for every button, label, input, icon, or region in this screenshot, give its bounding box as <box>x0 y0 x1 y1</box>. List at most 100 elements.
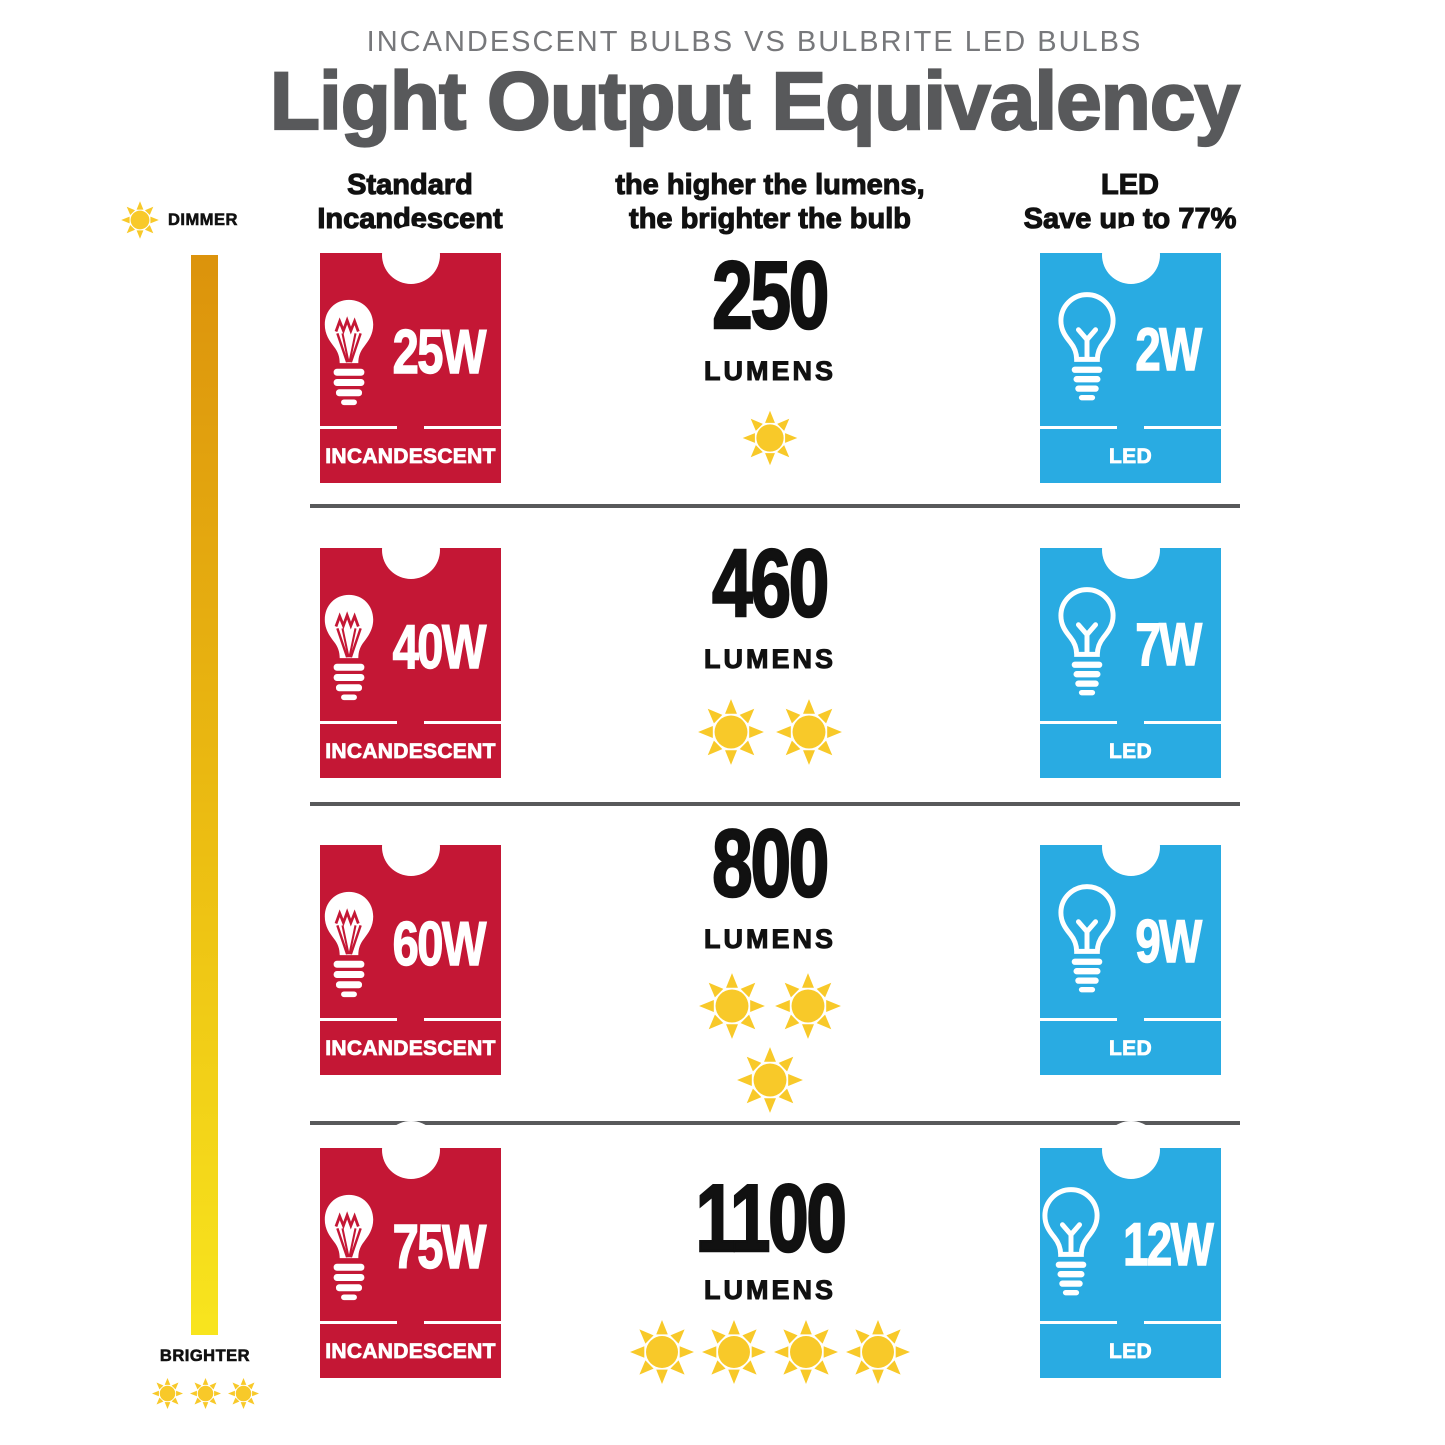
tag-line-segment <box>1144 1017 1221 1021</box>
led-bulb-icon <box>1051 882 1123 1001</box>
tag-divider-line <box>320 1320 501 1324</box>
lumens-value: 1100 <box>694 1165 847 1272</box>
incandescent-tag: 75W INCANDESCENT <box>320 1121 501 1378</box>
tag-divider-line <box>320 1017 501 1021</box>
sun-cluster <box>590 1318 950 1386</box>
tag-notch <box>381 521 440 579</box>
led-tag-label: LED <box>1109 1340 1152 1364</box>
incandescent-tag-label: INCANDESCENT <box>325 445 496 469</box>
tag-divider-line <box>1040 425 1221 429</box>
incandescent-tag: 25W INCANDESCENT <box>320 226 501 483</box>
sun-cluster <box>590 697 950 767</box>
dimmer-label: DIMMER <box>168 210 238 229</box>
incandescent-wattage: 40W <box>392 612 487 682</box>
tag-line-segment <box>424 1320 501 1324</box>
led-bulb-icon <box>1035 1185 1107 1304</box>
led-bulb-icon <box>1051 585 1123 704</box>
tag-line-segment <box>320 1320 397 1324</box>
incandescent-wattage: 60W <box>392 909 487 979</box>
tag-line-segment <box>320 1017 397 1021</box>
tag-notch <box>1101 226 1160 284</box>
sun-cluster <box>590 409 950 467</box>
tag-line-segment <box>424 1017 501 1021</box>
brighter-sun-cluster <box>115 1377 295 1410</box>
led-tag: 9W LED <box>1040 818 1221 1075</box>
incandescent-tag: 60W INCANDESCENT <box>320 818 501 1075</box>
incandescent-tag-label: INCANDESCENT <box>325 1037 496 1061</box>
dimmer-indicator: DIMMER <box>120 200 238 240</box>
tag-notch <box>1101 818 1160 876</box>
sun-icon <box>774 697 844 767</box>
led-tag: 12W LED <box>1040 1121 1221 1378</box>
tag-line-segment <box>1144 1320 1221 1324</box>
tag-line-segment <box>320 425 397 429</box>
sun-icon <box>772 1318 840 1386</box>
lumens-block: 800 LUMENS <box>590 810 950 1115</box>
tag-notch <box>381 226 440 284</box>
lumens-block: 250 LUMENS <box>590 242 950 467</box>
led-tag: 2W LED <box>1040 226 1221 483</box>
incandescent-tag: 40W INCANDESCENT <box>320 521 501 778</box>
tag-notch <box>1101 1121 1160 1179</box>
tag-body: 7W <box>1040 585 1221 704</box>
row-divider <box>310 504 1240 508</box>
tag-line-segment <box>1040 425 1117 429</box>
lumens-label: LUMENS <box>704 1275 836 1306</box>
lumens-value: 250 <box>712 242 831 349</box>
tag-line-segment <box>1144 425 1221 429</box>
tag-body: 12W <box>1040 1185 1221 1304</box>
sun-icon <box>735 1045 805 1115</box>
led-tag-label: LED <box>1109 1037 1152 1061</box>
led-tag: 7W LED <box>1040 521 1221 778</box>
tag-body: 2W <box>1040 290 1221 409</box>
sun-icon <box>700 1318 768 1386</box>
brightness-gradient-bar <box>191 255 218 1335</box>
tag-line-segment <box>1144 720 1221 724</box>
led-wattage: 7W <box>1134 610 1202 678</box>
tag-body: 40W <box>320 592 501 702</box>
row-divider <box>310 802 1240 806</box>
tag-divider-line <box>1040 720 1221 724</box>
tag-divider-line <box>320 720 501 724</box>
incandescent-wattage: 25W <box>392 317 487 387</box>
tag-divider-line <box>1040 1017 1221 1021</box>
tag-line-segment <box>424 425 501 429</box>
tag-line-segment <box>1040 720 1117 724</box>
lumens-label: LUMENS <box>704 924 836 955</box>
led-wattage: 9W <box>1134 907 1202 975</box>
sun-icon <box>628 1318 696 1386</box>
incandescent-tag-label: INCANDESCENT <box>325 1340 496 1364</box>
incandescent-wattage: 75W <box>392 1212 487 1282</box>
sun-icon <box>844 1318 912 1386</box>
tag-body: 9W <box>1040 882 1221 1001</box>
lumens-value: 800 <box>712 810 831 917</box>
tag-line-segment <box>320 720 397 724</box>
lumens-block: 460 LUMENS <box>590 530 950 767</box>
tag-divider-line <box>1040 1320 1221 1324</box>
sun-cluster <box>691 971 849 1115</box>
led-tag-label: LED <box>1109 445 1152 469</box>
sun-icon <box>741 409 799 467</box>
header: INCANDESCENT BULBS VS BULBRITE LED BULBS… <box>32 26 1445 147</box>
incandescent-tag-label: INCANDESCENT <box>325 740 496 764</box>
tag-divider-line <box>320 425 501 429</box>
led-tag-label: LED <box>1109 740 1152 764</box>
column-header-lumens-note: the higher the lumens, the brighter the … <box>615 168 925 236</box>
sun-icon <box>227 1377 260 1410</box>
tag-body: 75W <box>320 1192 501 1302</box>
page-title: Light Output Equivalency <box>269 56 1241 147</box>
dim-sun-icon <box>120 200 160 240</box>
incandescent-bulb-icon <box>322 297 376 407</box>
tag-notch <box>381 1121 440 1179</box>
tag-line-segment <box>1040 1320 1117 1324</box>
lumens-block: 1100 LUMENS <box>590 1165 950 1386</box>
subtitle: INCANDESCENT BULBS VS BULBRITE LED BULBS <box>366 26 1143 58</box>
tag-body: 60W <box>320 889 501 999</box>
lumens-value: 460 <box>712 530 831 637</box>
incandescent-bulb-icon <box>322 1192 376 1302</box>
tag-line-segment <box>424 720 501 724</box>
led-bulb-icon <box>1051 290 1123 409</box>
incandescent-bulb-icon <box>322 889 376 999</box>
sun-icon <box>773 971 843 1041</box>
